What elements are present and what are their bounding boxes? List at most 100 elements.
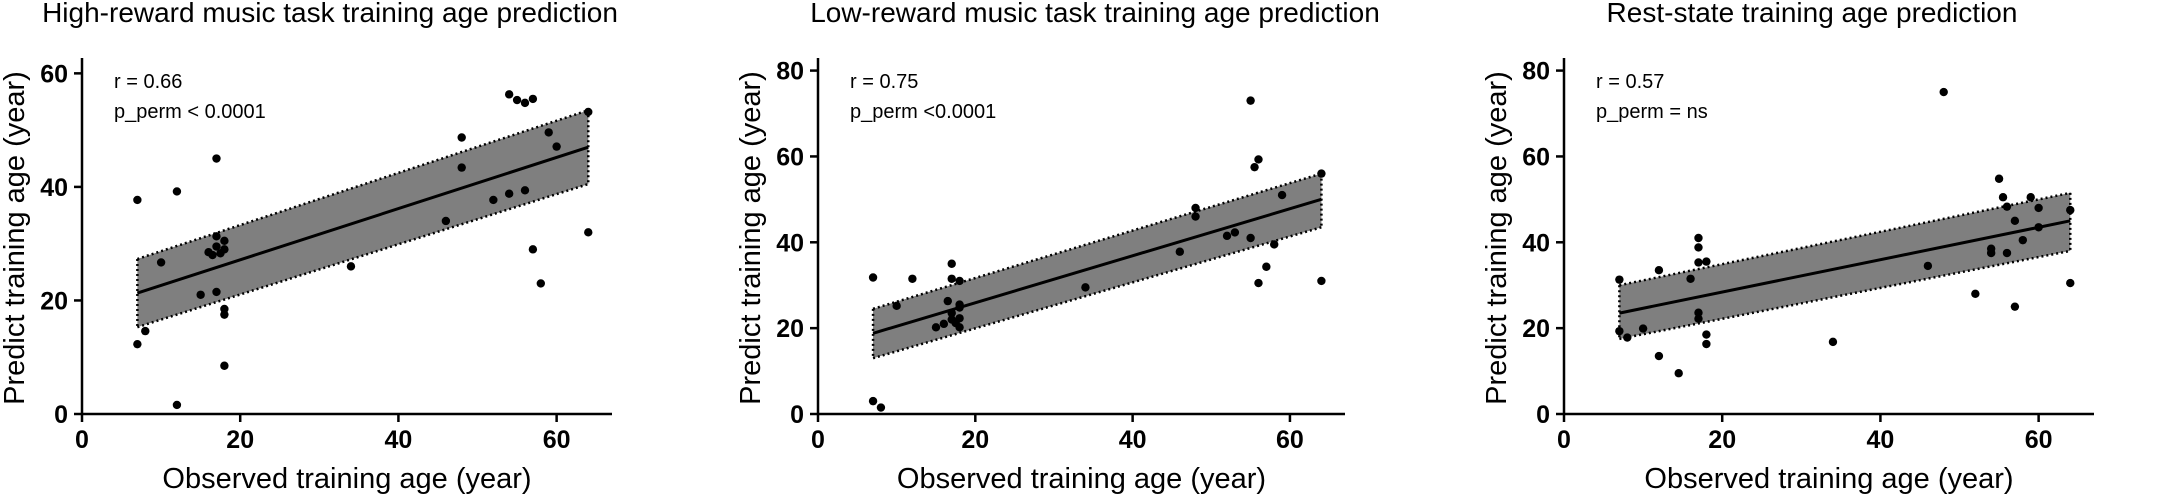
data-point [955,276,964,286]
data-point [172,400,182,410]
regression-line [872,197,1322,335]
y-tick-label: 40 [1522,229,1550,257]
data-point [1254,155,1263,164]
data-point [133,195,142,205]
data-point [544,128,553,137]
data-point [346,262,356,271]
data-point [1615,275,1624,284]
data-point [552,142,561,151]
data-point [208,250,217,260]
data-point [520,98,530,108]
data-point [1702,257,1711,266]
data-point [1317,276,1326,286]
data-point [1254,278,1263,288]
confidence-lower-edge [136,182,589,329]
data-point [908,274,917,283]
data-point [196,290,205,299]
chart-panel-3: Rest-state training age prediction 0 20 40 6… [1481,0,2094,495]
chart-title: High-reward music task training age pred… [42,0,618,28]
x-tick-label: 40 [385,426,413,454]
data-point [220,236,229,246]
data-point [457,163,466,172]
data-point [133,339,142,349]
x-axis-label: Observed training age (year) [1644,463,2013,495]
data-point [156,258,166,267]
y-axis-label: Predict training age (year) [735,71,767,405]
data-point [1694,233,1703,243]
data-point [955,300,964,309]
y-tick-label: 40 [776,229,804,257]
data-point [584,228,593,237]
data-point [2066,205,2075,215]
correlation-label: r = 0.57 [1596,71,1664,93]
data-point [512,95,522,105]
data-point [2066,278,2075,288]
data-point [1674,369,1683,378]
chart-panel-2: Low-reward music task training age predi… [735,0,1380,495]
data-point [876,403,886,412]
confidence-lower-edge [1619,249,2071,341]
data-point [441,216,451,226]
data-point [1994,174,2004,183]
data-point [220,361,229,370]
regression-line [1619,219,2071,315]
data-point [2034,203,2043,213]
data-point [955,314,964,323]
confidence-upper-edge [1619,191,2071,287]
data-point [1828,337,1838,347]
y-tick-label: 60 [40,60,68,88]
x-tick-label: 20 [226,426,254,454]
data-point [2010,216,2020,226]
data-point [504,90,514,99]
y-tick-label: 80 [776,58,804,86]
y-axis-label: Predict training age (year) [1481,71,1513,405]
y-tick-label: 40 [40,174,68,202]
y-tick-label: 60 [776,143,804,171]
x-tick-label: 60 [543,426,571,454]
data-point [1081,283,1090,292]
y-tick-label: 20 [776,315,804,343]
data-point [1702,339,1711,349]
data-point [212,287,221,297]
correlation-label: r = 0.75 [850,71,918,93]
data-point [1191,203,1200,213]
data-point [1654,265,1664,275]
x-tick-label: 60 [1276,426,1304,454]
y-tick-label: 0 [790,401,804,429]
data-point [528,245,538,254]
x-axis-label: Observed training age (year) [162,463,531,495]
data-point [504,189,514,198]
confidence-upper-edge [872,172,1322,311]
data-point [1638,324,1648,333]
chart-panel-1: High-reward music task training age pred… [0,0,618,495]
data-point [1694,243,1703,252]
y-tick-label: 20 [1522,315,1550,343]
data-point [2002,202,2012,211]
data-point [939,319,949,329]
data-point [2002,248,2012,258]
data-point [892,301,901,311]
x-tick-label: 20 [1708,426,1736,454]
data-point [1939,87,1948,97]
x-axis-label: Observed training age (year) [897,463,1266,495]
confidence-upper-edge [136,109,589,261]
x-tick-label: 40 [1867,426,1895,454]
chart-title: Low-reward music task training age predi… [810,0,1380,28]
data-point [955,323,964,332]
y-tick-label: 60 [1522,143,1550,171]
data-point [1986,248,1996,258]
data-point [1654,351,1664,361]
data-point [1277,190,1287,200]
data-point [141,326,150,336]
correlation-label: r = 0.66 [114,71,182,93]
data-point [172,187,182,196]
data-point [1246,233,1255,243]
data-point [212,242,221,251]
data-point [1923,261,1933,271]
x-tick-label: 20 [961,426,989,454]
data-point [1250,162,1259,172]
data-point [1686,274,1695,283]
data-point [220,245,229,254]
y-axis-label: Predict training age (year) [0,71,31,405]
